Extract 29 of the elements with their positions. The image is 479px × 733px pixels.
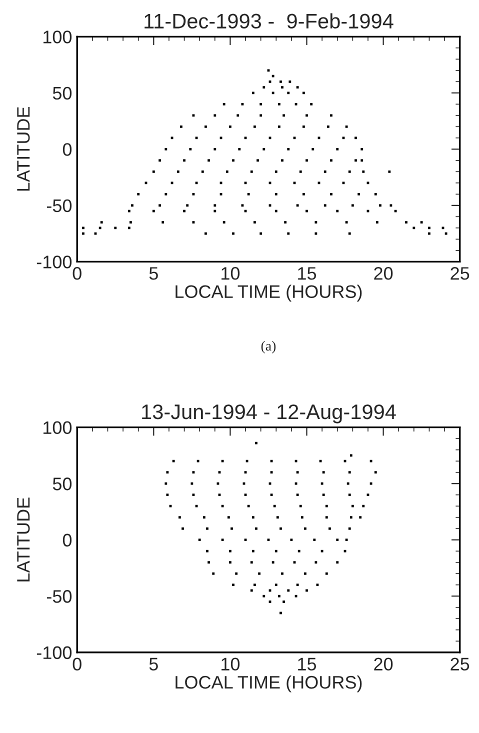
x-tick-label: 5 (149, 267, 158, 280)
x-tick-label: 25 (450, 658, 470, 670)
y-tick-label: -100 (36, 256, 72, 268)
x-tick-label: 20 (374, 658, 393, 670)
y-tick-label: 100 (44, 30, 72, 44)
y-tick-label: -50 (46, 590, 72, 603)
text: (a) (261, 340, 276, 354)
chart-title: 13-Jun-1994 - 12-Aug-1994 (142, 404, 396, 424)
chart-title: 11-Dec-1993 - 9-Feb-1994 (144, 13, 394, 29)
x-tick-label: 5 (149, 658, 158, 670)
x-axis-title: LOCAL TIME (HOURS) (176, 284, 362, 302)
y-tick-label: 0 (62, 143, 72, 156)
x-tick-label: 10 (222, 658, 240, 670)
y-tick-label: 0 (62, 534, 72, 547)
y-tick-label: 50 (52, 478, 72, 490)
y-tick-label: 50 (52, 86, 72, 100)
y-axis-title: LATITUDE (17, 498, 30, 582)
x-tick-label: 15 (298, 267, 316, 280)
x-tick-label: 20 (374, 267, 393, 280)
y-axis-title: LATITUDE (17, 106, 30, 191)
y-tick-label: -50 (46, 199, 72, 212)
x-tick-label: 15 (298, 658, 316, 670)
y-tick-label: -100 (36, 646, 72, 660)
x-axis-title: LOCAL TIME (HOURS) (176, 675, 362, 692)
x-tick-label: 10 (222, 267, 240, 280)
x-tick-label: 0 (72, 267, 82, 280)
y-tick-label: 100 (44, 421, 72, 434)
x-tick-label: 25 (450, 267, 470, 280)
x-tick-label: 0 (72, 658, 82, 670)
